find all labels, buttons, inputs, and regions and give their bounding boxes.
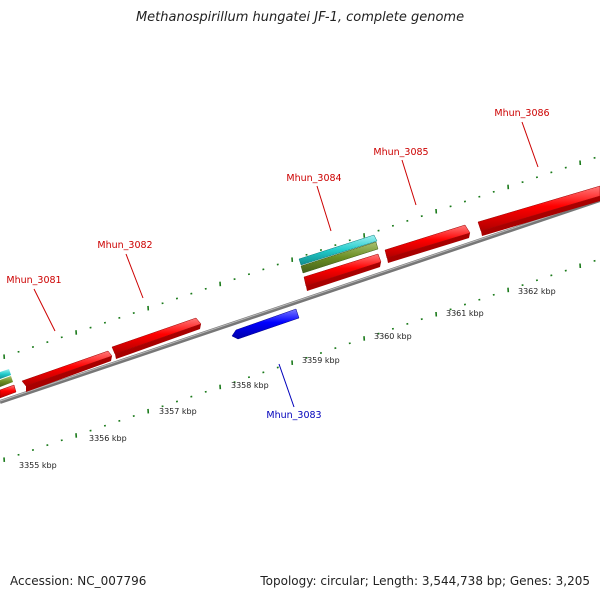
scale-label-3357: 3357 kbp [159, 407, 197, 416]
scale-label-3362: 3362 kbp [518, 287, 556, 296]
gene-feature-mhun-3082[interactable] [111, 317, 202, 359]
gene-label-mhun-3082[interactable]: Mhun_3082 [97, 240, 152, 251]
scale-label-3358: 3358 kbp [231, 381, 269, 390]
feature-bar-cyan-left[interactable] [0, 369, 11, 379]
gene-label-mhun-3084[interactable]: Mhun_3084 [286, 173, 341, 184]
gene-label-mhun-3086[interactable]: Mhun_3086 [494, 108, 549, 119]
genome-backbone-highlight [0, 198, 600, 402]
scale-label-3356: 3356 kbp [89, 434, 127, 443]
gene-feature-mhun-3084[interactable] [303, 253, 382, 291]
feature-bar-cyan-mhun-3084[interactable] [298, 234, 378, 266]
genome-backbone [0, 198, 600, 404]
upper-tick-row [3, 156, 596, 359]
feature-bar-olive-mhun-3084[interactable] [300, 241, 379, 274]
gene-feature-mhun-3086[interactable] [477, 185, 600, 236]
scale-label-3355: 3355 kbp [19, 461, 57, 470]
leader-line-mhun-3083 [278, 363, 295, 408]
leader-line-mhun-3081 [33, 288, 56, 332]
leader-line-mhun-3082 [125, 253, 144, 299]
gene-feature-left-partial[interactable] [0, 384, 17, 399]
lower-tick-row [3, 259, 596, 462]
scale-label-3361: 3361 kbp [446, 309, 484, 318]
leader-line-mhun-3085 [401, 159, 417, 206]
gene-feature-mhun-3081[interactable] [21, 350, 113, 392]
gene-feature-mhun-3083[interactable] [231, 308, 300, 340]
scale-label-3359: 3359 kbp [302, 356, 340, 365]
genome-title: Methanospirillum hungatei JF-1, complete… [135, 10, 465, 25]
gene-feature-mhun-3085[interactable] [384, 224, 471, 263]
feature-bar-olive-left[interactable] [0, 376, 13, 387]
accession-label: Accession: NC_007796 [10, 574, 147, 588]
scale-label-3360: 3360 kbp [374, 332, 412, 341]
leader-line-mhun-3086 [521, 121, 539, 168]
gene-label-mhun-3085[interactable]: Mhun_3085 [373, 147, 428, 158]
gene-label-mhun-3081[interactable]: Mhun_3081 [6, 275, 61, 286]
gene-label-mhun-3083[interactable]: Mhun_3083 [266, 410, 321, 421]
leader-line-mhun-3084 [316, 185, 332, 232]
genome-summary-label: Topology: circular; Length: 3,544,738 bp… [260, 574, 590, 588]
